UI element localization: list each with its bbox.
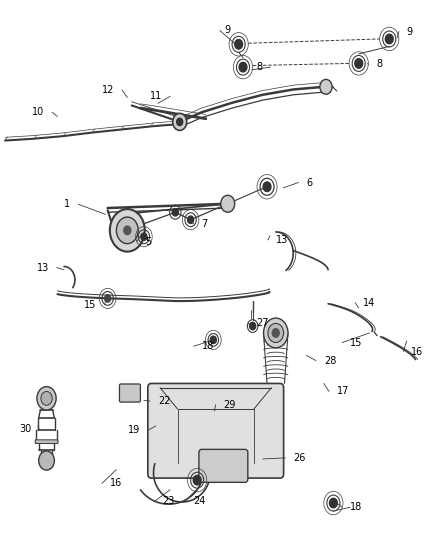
Text: 29: 29 [223,400,236,410]
Text: 24: 24 [193,496,205,506]
Circle shape [268,324,284,343]
Circle shape [41,391,52,405]
Text: 8: 8 [257,62,263,72]
Circle shape [320,79,332,94]
Circle shape [141,233,147,240]
Circle shape [239,62,247,72]
Text: 6: 6 [306,177,312,188]
Text: 27: 27 [256,318,268,328]
Text: 14: 14 [363,297,375,308]
Circle shape [105,295,111,302]
Text: 8: 8 [376,60,382,69]
Circle shape [210,336,216,344]
Circle shape [187,216,194,223]
Circle shape [117,217,138,244]
Text: 23: 23 [162,496,175,506]
Text: 28: 28 [324,356,336,366]
Circle shape [173,114,187,131]
Circle shape [329,498,337,508]
Circle shape [250,322,256,330]
Circle shape [221,195,235,212]
Text: 18: 18 [201,341,214,351]
Text: 13: 13 [276,235,288,245]
Text: 9: 9 [225,26,231,36]
Circle shape [177,118,183,126]
Text: 19: 19 [128,425,141,435]
Text: 17: 17 [337,386,349,397]
Circle shape [264,318,288,348]
Text: 22: 22 [158,396,170,406]
Circle shape [124,226,131,235]
Text: 10: 10 [32,107,44,117]
Text: 9: 9 [407,27,413,37]
Text: 15: 15 [85,300,97,310]
Circle shape [385,34,393,44]
Text: 30: 30 [19,424,31,434]
Circle shape [193,475,201,485]
Circle shape [235,39,243,49]
Circle shape [263,182,271,191]
FancyBboxPatch shape [199,449,248,482]
Text: 7: 7 [201,219,208,229]
Text: 15: 15 [350,337,362,348]
Text: 12: 12 [102,85,114,95]
Circle shape [37,386,56,410]
Text: 5: 5 [145,237,151,247]
Circle shape [110,209,145,252]
Text: 26: 26 [293,453,306,463]
Circle shape [39,451,54,470]
FancyBboxPatch shape [148,383,284,478]
Circle shape [272,329,279,337]
Text: 16: 16 [110,479,122,488]
Text: 16: 16 [411,346,424,357]
Text: 11: 11 [150,91,162,101]
FancyBboxPatch shape [35,440,58,443]
Circle shape [355,59,363,68]
Circle shape [172,208,178,216]
Text: 18: 18 [350,502,362,512]
Text: 1: 1 [64,199,71,209]
Text: 13: 13 [36,263,49,272]
FancyBboxPatch shape [120,384,141,402]
